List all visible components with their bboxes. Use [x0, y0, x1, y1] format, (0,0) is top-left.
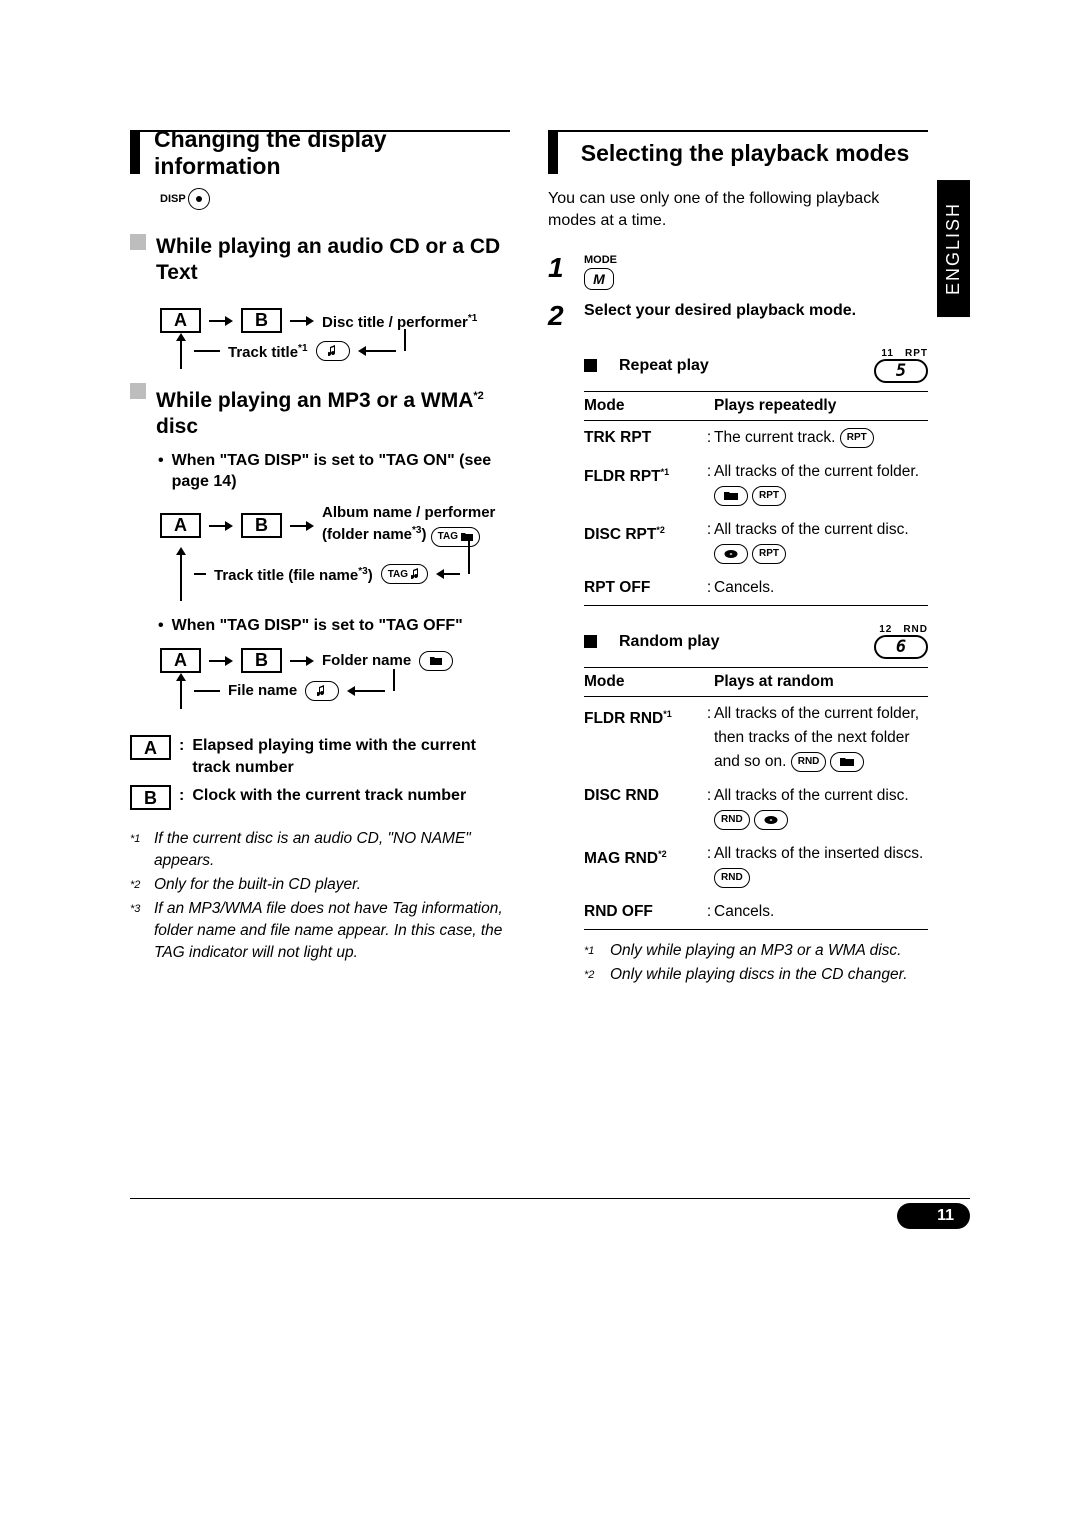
- bullet-tag-off: When "TAG DISP" is set to "TAG OFF": [172, 615, 510, 636]
- rpt-pill: RPT: [752, 486, 786, 506]
- step-2: 2 Select your desired playback mode.: [548, 302, 928, 330]
- keycap-a: A: [160, 308, 201, 333]
- left-column: Changing the display information DISP Wh…: [130, 130, 510, 988]
- flow-label-file-name: File name: [228, 682, 297, 700]
- flow-label-track-title-file: Track title (file name*3): [214, 563, 373, 585]
- repeat-play-section: Repeat play 11 RPT 5 Mode Plays repeatedl…: [584, 348, 928, 606]
- arrow-right-icon: [209, 656, 233, 666]
- random-btn-label: 12 RND: [874, 624, 928, 635]
- bullet-icon: [130, 234, 146, 250]
- arrow-left-icon: [436, 569, 460, 579]
- disc-pill: [714, 544, 748, 564]
- random-title: Random play: [619, 633, 719, 651]
- repeat-title: Repeat play: [619, 357, 709, 375]
- page-rule: [130, 1198, 970, 1199]
- repeat-btn-label: 11 RPT: [874, 348, 928, 359]
- keycap-a: A: [160, 513, 201, 538]
- rnd-pill: RND: [791, 752, 827, 772]
- rpt-pill: RPT: [752, 544, 786, 564]
- disc-pill: [754, 810, 788, 830]
- random-number-button: 6: [874, 635, 928, 659]
- bullet-icon: [584, 635, 597, 648]
- arrow-right-icon: [290, 316, 314, 326]
- keycap-a: A: [130, 735, 171, 760]
- arrow-up-icon: [176, 547, 186, 601]
- ab-legend: A : Elapsed playing time with the curren…: [130, 735, 510, 810]
- bullet-tag-on: When "TAG DISP" is set to "TAG ON" (see …: [172, 450, 510, 492]
- folder-pill: [830, 752, 864, 772]
- mode-label: MODE: [584, 254, 617, 266]
- flow-tag-on: A B Album name / performer (folder name*…: [160, 504, 510, 601]
- random-col1: Mode: [584, 668, 704, 697]
- left-footnotes: *1If the current disc is an audio CD, "N…: [130, 828, 510, 964]
- step-1: 1 MODE M: [548, 254, 928, 290]
- arrow-left-icon: [347, 686, 385, 696]
- flow-label-track-title: Track title*1: [228, 340, 308, 362]
- repeat-table: ModePlays repeatedly TRK RPT : The curre…: [584, 391, 928, 606]
- bullet-icon: [130, 383, 146, 399]
- arrow-right-icon: [290, 656, 314, 666]
- left-title: Changing the display information: [130, 130, 510, 174]
- arrow-up-icon: [176, 673, 186, 709]
- dot-bullet-icon: •: [158, 615, 164, 636]
- page-number: 11: [897, 1203, 970, 1229]
- arrow-left-icon: [358, 346, 396, 356]
- flow-label-disc-title: Disc title / performer*1: [322, 310, 477, 332]
- tag-folder-pill: TAG: [431, 527, 480, 547]
- arrow-right-icon: [290, 521, 314, 531]
- heading-mp3: While playing an MP3 or a WMA*2 disc: [156, 383, 510, 440]
- bullet-icon: [584, 359, 597, 372]
- note-icon: [305, 681, 339, 701]
- language-tab: ENGLISH: [937, 180, 970, 317]
- right-column: Selecting the playback modes You can use…: [548, 130, 928, 988]
- arrow-right-icon: [209, 521, 233, 531]
- disp-label: DISP: [160, 193, 186, 205]
- step-number: 2: [548, 302, 570, 330]
- random-col2: Plays at random: [714, 668, 928, 697]
- dot-bullet-icon: •: [158, 450, 164, 492]
- flow-label-folder-name: Folder name: [322, 652, 411, 670]
- keycap-b: B: [130, 785, 171, 810]
- legend-a-text: Elapsed playing time with the current tr…: [192, 735, 510, 779]
- repeat-col1: Mode: [584, 392, 704, 421]
- heading-cd-text: While playing an audio CD or a CD Text: [156, 234, 510, 286]
- disp-button-icon: [188, 188, 210, 210]
- repeat-number-button: 5: [874, 359, 928, 383]
- disp-button: DISP: [160, 188, 510, 210]
- keycap-a: A: [160, 648, 201, 673]
- keycap-b: B: [241, 513, 282, 538]
- step-number: 1: [548, 254, 570, 282]
- keycap-b: B: [241, 648, 282, 673]
- right-title: Selecting the playback modes: [548, 130, 928, 174]
- tag-note-pill: TAG: [381, 564, 428, 584]
- arrow-right-icon: [209, 316, 233, 326]
- random-table: ModePlays at random FLDR RND*1 : All tra…: [584, 667, 928, 930]
- folder-pill: [714, 486, 748, 506]
- legend-b-text: Clock with the current track number: [192, 785, 466, 810]
- folder-icon: [419, 651, 453, 671]
- arrow-up-icon: [176, 333, 186, 369]
- mode-button-icon: M: [584, 268, 614, 290]
- step-2-label: Select your desired playback mode.: [584, 302, 856, 320]
- rpt-pill: RPT: [840, 428, 874, 448]
- flow-tag-off: A B Folder name File name: [160, 648, 510, 709]
- page-columns: Changing the display information DISP Wh…: [130, 130, 970, 988]
- repeat-col2: Plays repeatedly: [714, 392, 928, 421]
- keycap-b: B: [241, 308, 282, 333]
- note-icon: [316, 341, 350, 361]
- right-intro: You can use only one of the following pl…: [548, 188, 928, 232]
- rnd-pill: RND: [714, 810, 750, 830]
- rnd-pill: RND: [714, 868, 750, 888]
- random-play-section: Random play 12 RND 6 Mode Plays at random…: [584, 624, 928, 930]
- flow-cd: A B Disc title / performer*1 Track title…: [160, 308, 510, 369]
- right-footnotes: *1Only while playing an MP3 or a WMA dis…: [584, 940, 928, 986]
